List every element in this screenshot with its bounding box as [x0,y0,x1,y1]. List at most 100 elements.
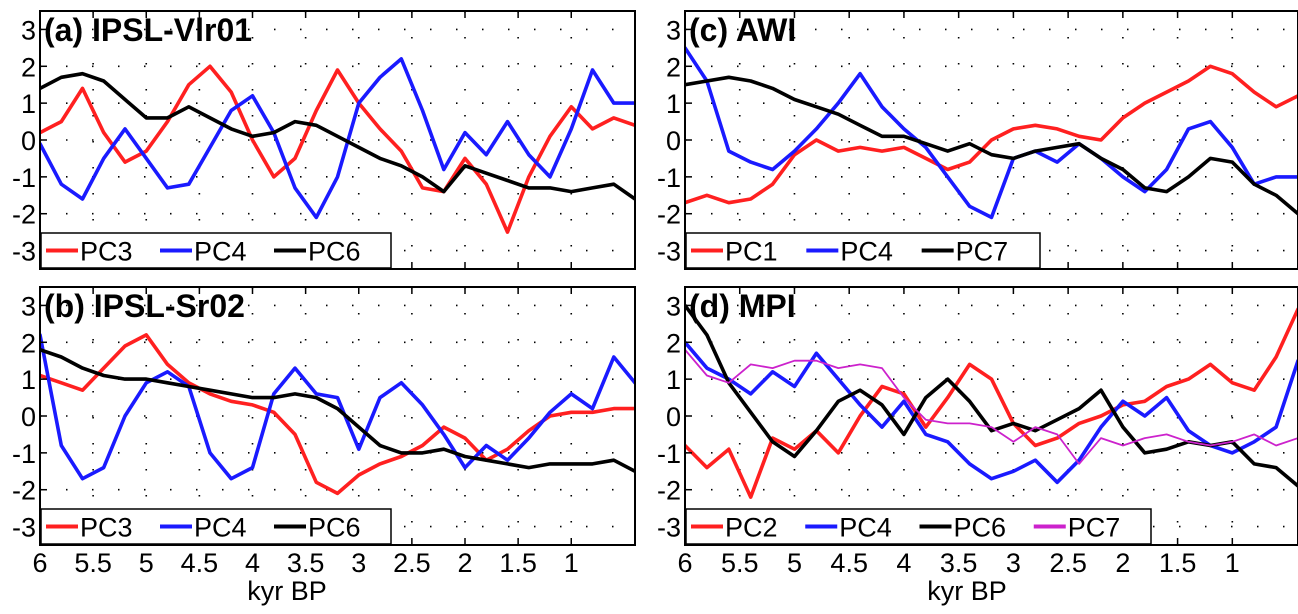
x-tick-label: 1.5 [1159,548,1197,578]
legend-label-pc4: PC4 [194,513,247,543]
panel-title: (c) AWI [689,12,796,48]
y-tick-label: 3 [21,291,36,321]
panel-title: (d) MPI [689,288,796,324]
legend-box [40,232,392,269]
axes-frame [39,286,636,546]
legend-label-pc7: PC7 [956,237,1009,267]
x-tick-label: 1 [1225,548,1240,578]
y-tick-label: 0 [21,402,36,432]
series-line-pc7 [685,348,1298,465]
y-tick-label: -3 [12,237,36,267]
y-tick-label: -2 [12,476,36,506]
axes-frame [684,286,1298,546]
x-tick-label: 2 [457,548,472,578]
y-tick-label: 3 [666,15,681,45]
panel-title: (a) IPSL-Vlr01 [44,12,252,48]
y-tick-label: 1 [666,365,681,395]
series-line-pc1 [685,64,1298,205]
series-group [685,303,1298,499]
y-tick-label: 1 [21,89,36,119]
y-tick-label: -3 [657,513,681,543]
panel-b: 3 2 1 0 -1 -2 -3 6 5.5 5 4.5 4 3.5 3 2.5 2 1.5 1 (b) IPSL-… [12,286,636,578]
legend: PC2 PC4 PC6 PC7 [685,508,1152,545]
series-group [685,46,1298,220]
x-tick-label: 6 [677,548,692,578]
legend-label-pc3: PC3 [80,237,133,267]
axes-frame [39,10,636,270]
y-tick-label: 0 [21,126,36,156]
legend-label-pc2: PC2 [725,513,778,543]
x-tick-label: 4 [245,548,260,578]
legend-label-pc6: PC6 [954,513,1007,543]
legend-label-pc6: PC6 [308,513,361,543]
legend-box [40,508,392,545]
legend: PC3 PC4 PC6 [40,508,392,545]
series-line-pc6 [40,347,635,474]
panel-a: 3 2 1 0 -1 -2 -3 (a) IPSL-Vlr01 PC3 PC4 PC6 [12,10,636,270]
x-tick-label: 5 [787,548,802,578]
x-tick-label: 1.5 [499,548,537,578]
y-tick-label: -3 [657,237,681,267]
y-tick-label: 2 [666,328,681,358]
series-line-pc6 [685,303,1298,488]
x-tick-label: 1 [564,548,579,578]
y-tick-label: 2 [21,52,36,82]
panel-d: 3 2 1 0 -1 -2 -3 6 5.5 5 4.5 4 3.5 3 2.5 2 1.5 1 (d) MPI PC… [657,286,1298,578]
x-tick-label: 4.5 [181,548,219,578]
legend-label-pc4: PC4 [839,513,892,543]
y-tick-label: 2 [666,52,681,82]
legend: PC1 PC4 PC7 [685,232,1041,269]
x-tick-label: 2.5 [393,548,431,578]
legend-box [685,232,1041,269]
x-tick-label: 5 [139,548,154,578]
y-tick-label: -1 [657,163,681,193]
series-line-pc4 [685,340,1298,485]
legend-box [685,508,1152,545]
series-group [40,57,635,234]
series-line-pc2 [685,307,1298,499]
y-tick-label: -1 [12,163,36,193]
series-line-pc4 [40,57,635,220]
y-tick-label: -1 [12,439,36,469]
x-tick-label: 2 [1115,548,1130,578]
series-line-pc6 [40,71,635,201]
x-tick-label: 6 [32,548,47,578]
panel-title: (b) IPSL-Sr02 [44,288,245,324]
x-tick-label: 5.5 [74,548,112,578]
legend-label-pc3: PC3 [80,513,133,543]
series-line-pc4 [685,46,1298,220]
series-line-pc3 [40,333,635,496]
y-tick-label: 1 [666,89,681,119]
y-tick-label: -2 [12,200,36,230]
x-tick-label: 3.5 [940,548,978,578]
series-line-pc7 [685,75,1298,216]
series-group [40,333,635,496]
legend-label-pc4: PC4 [194,237,247,267]
x-tick-label: 3 [1006,548,1021,578]
y-tick-label: -3 [12,513,36,543]
series-line-pc3 [40,64,635,234]
y-tick-label: 1 [21,365,36,395]
legend-label-pc6: PC6 [308,237,361,267]
legend-label-pc1: PC1 [725,237,778,267]
y-tick-label: 0 [666,126,681,156]
x-axis-label-left: kyr BP [247,576,327,606]
x-tick-label: 3 [351,548,366,578]
y-tick-label: -1 [657,439,681,469]
x-tick-label: 5.5 [721,548,759,578]
y-tick-label: 0 [666,402,681,432]
legend-label-pc4: PC4 [840,237,893,267]
y-tick-label: -2 [657,200,681,230]
panel-c: 3 2 1 0 -1 -2 -3 (c) AWI PC1 PC4 PC7 [657,10,1298,270]
legend-label-pc7: PC7 [1068,513,1121,543]
x-tick-label: 2.5 [1049,548,1087,578]
x-tick-label: 4 [896,548,911,578]
y-tick-label: 3 [666,291,681,321]
y-tick-label: 3 [21,15,36,45]
x-tick-label: 4.5 [830,548,868,578]
y-tick-label: 2 [21,328,36,358]
y-tick-label: -2 [657,476,681,506]
series-line-pc4 [40,333,635,481]
